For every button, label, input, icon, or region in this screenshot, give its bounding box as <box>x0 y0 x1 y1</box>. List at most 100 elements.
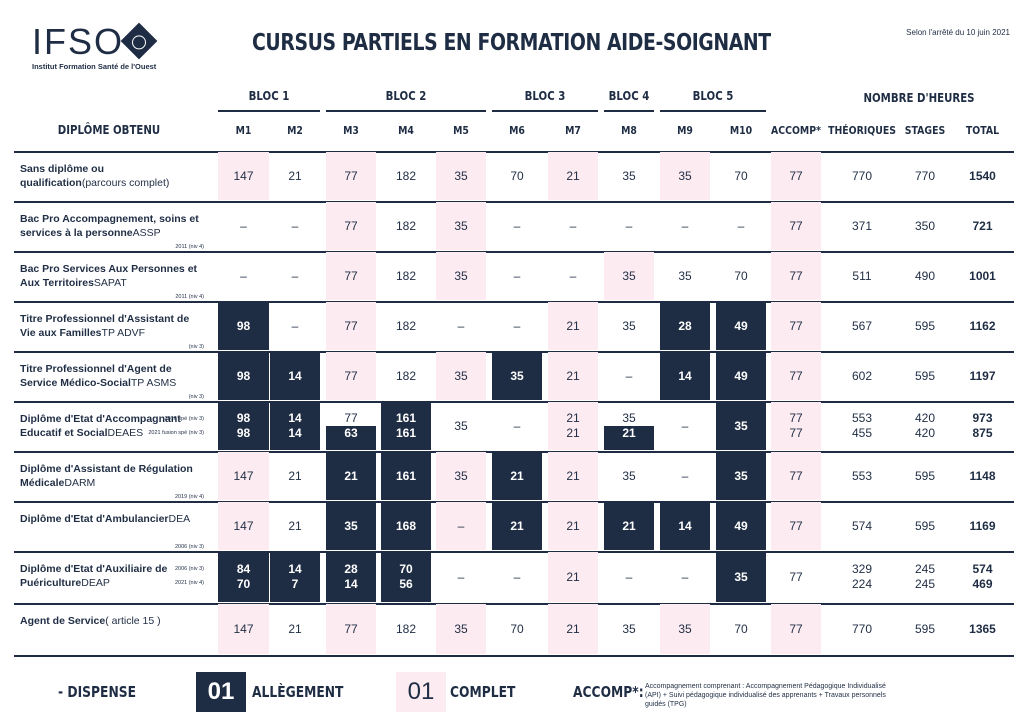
hours-stages: 595 <box>895 452 955 500</box>
module-hours: 147 <box>233 468 254 483</box>
module-hours: 21 <box>566 468 580 483</box>
module-header: M4 <box>398 123 414 137</box>
module-cell: 21 <box>548 552 598 602</box>
module-cell: 182 <box>381 604 431 654</box>
module-hours: – <box>681 418 689 433</box>
module-cell: 77 <box>771 152 821 200</box>
bloc-header: BLOC 2 <box>385 89 427 103</box>
hours-value: 245 <box>914 577 936 591</box>
module-hours: 35 <box>454 218 468 233</box>
module-cell: 21 21 <box>548 402 598 450</box>
row-separator <box>14 301 1014 303</box>
hours-value: 721 <box>972 218 993 233</box>
module-cell: 77 <box>771 502 821 550</box>
module-hours: 147 <box>233 621 254 636</box>
module-hours: 77 <box>789 621 803 636</box>
module-cell: 147 <box>218 604 269 654</box>
module-cell: 35 <box>436 402 486 450</box>
module-cell: 77 63 <box>326 402 376 450</box>
legend-complet-label: COMPLET <box>450 683 516 701</box>
hours-header: STAGES <box>904 123 946 137</box>
module-hours: 182 <box>395 318 417 333</box>
module-hours: 77 <box>344 411 358 425</box>
module-hours: 161 <box>395 411 417 425</box>
row-separator <box>14 603 1014 605</box>
module-cell: 161 161 <box>381 402 431 450</box>
module-hours: – <box>625 569 633 584</box>
hours-total: 1001 <box>955 252 1010 300</box>
module-hours: – <box>513 418 521 433</box>
hours-value: 595 <box>914 368 936 383</box>
module-hours: 35 <box>678 168 692 183</box>
module-hours: 161 <box>395 468 417 483</box>
module-cell: – <box>436 302 486 350</box>
module-hours: 28 <box>344 562 358 576</box>
module-hours: 35 <box>454 418 468 433</box>
module-cell: 70 56 <box>381 552 431 602</box>
module-hours: 35 <box>454 368 468 383</box>
row-label: Diplôme d'Etat d'Accompagnant Educatif e… <box>20 412 204 440</box>
module-cell: 70 <box>716 604 766 654</box>
module-hours: 182 <box>395 368 417 383</box>
hours-value: 574 <box>851 518 873 533</box>
module-hours: 77 <box>789 218 803 233</box>
hours-value: 602 <box>851 368 873 383</box>
module-cell: 21 <box>548 502 598 550</box>
hours-theo: 329 224 <box>829 552 895 602</box>
module-cell: 77 <box>771 452 821 500</box>
module-cell: 35 <box>436 202 486 250</box>
module-hours: – <box>569 218 577 233</box>
legend-dispense-label: - DISPENSE <box>58 683 137 701</box>
module-cell: 182 <box>381 252 431 300</box>
module-hours: 182 <box>395 168 417 183</box>
module-hours: 21 <box>288 518 302 533</box>
module-hours: – <box>681 218 689 233</box>
module-hours: 35 <box>454 621 468 636</box>
ifso-logo: IFSO Institut Formation Santé de l'Ouest <box>32 22 172 72</box>
module-cell: 35 <box>716 552 766 602</box>
module-hours: – <box>457 518 465 533</box>
module-hours: – <box>513 569 521 584</box>
diploma-name: Agent de Service <box>20 615 106 627</box>
diploma-acronym: TP ASMS <box>130 377 177 389</box>
module-cell: 98 98 <box>218 402 269 450</box>
bloc-header: BLOC 3 <box>524 89 566 103</box>
hours-stages: 245 245 <box>895 552 955 602</box>
hours-value: 350 <box>914 218 936 233</box>
module-cell: 35 <box>326 502 376 550</box>
hours-header: THÉORIQUES <box>828 123 896 137</box>
module-hours: 49 <box>734 368 748 383</box>
module-hours: 7 <box>291 577 299 591</box>
hours-value: 875 <box>972 426 993 440</box>
module-hours: – <box>291 218 299 233</box>
hours-stages: 595 <box>895 502 955 550</box>
module-hours: 77 <box>789 411 803 425</box>
legend-dispense: - DISPENSE <box>58 672 153 712</box>
module-hours: 35 <box>734 468 748 483</box>
hours-value: 770 <box>851 168 873 183</box>
module-cell: 77 <box>771 604 821 654</box>
module-cell: – <box>660 402 710 450</box>
module-cell: 28 <box>660 302 710 350</box>
module-hours: 21 <box>566 318 580 333</box>
diploma-level-note: 2011 (niv 4) <box>175 244 204 250</box>
module-hours: – <box>681 468 689 483</box>
row-label: Titre Professionnel d'Assistant de Vie a… <box>20 312 204 350</box>
row-separator <box>14 201 1014 203</box>
legend-complet-swatch: 01 <box>396 672 446 712</box>
module-cell: 147 <box>218 452 269 500</box>
module-hours: 35 <box>678 621 692 636</box>
curriculum-table: DIPLÔME OBTENU BLOC 1 BLOC 2 BLOC 3 BLOC 4 BL… <box>14 0 1014 724</box>
module-cell: 168 <box>381 502 431 550</box>
module-cell: 21 <box>270 452 320 500</box>
module-hours: 77 <box>789 368 803 383</box>
hours-theo: 567 <box>829 302 895 350</box>
row-separator <box>14 151 1014 153</box>
hours-value: 553 <box>851 411 873 425</box>
module-hours: 56 <box>399 577 413 591</box>
row-label: Bac Pro Accompagnement, soins et service… <box>20 212 204 250</box>
hours-value: 595 <box>914 468 936 483</box>
module-hours: 21 <box>288 468 302 483</box>
bloc-underline <box>660 110 766 112</box>
bloc-underline <box>326 110 486 112</box>
